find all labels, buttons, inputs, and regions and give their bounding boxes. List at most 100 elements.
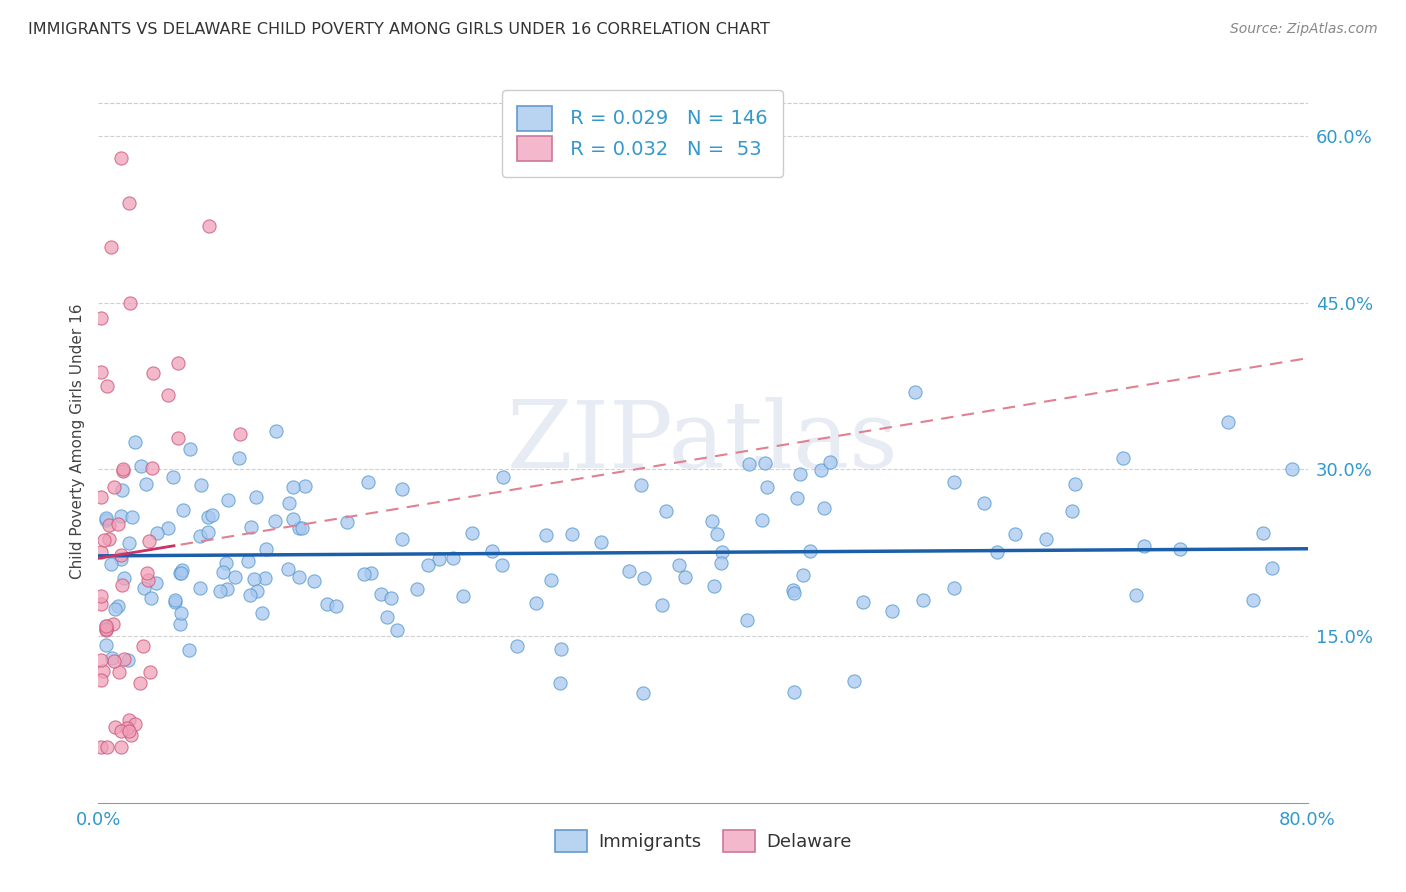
Point xyxy=(101,616,124,631)
Point xyxy=(96,740,118,755)
Point xyxy=(111,462,134,476)
Point xyxy=(277,562,299,576)
Point xyxy=(224,570,246,584)
Point xyxy=(91,664,114,678)
Point xyxy=(110,509,132,524)
Point xyxy=(264,514,287,528)
Point xyxy=(1261,561,1284,575)
Point xyxy=(1004,527,1026,541)
Point xyxy=(782,582,804,597)
Point xyxy=(111,464,134,478)
Point xyxy=(146,525,169,540)
Point xyxy=(100,558,122,572)
Point xyxy=(107,599,129,613)
Point xyxy=(706,527,728,541)
Point xyxy=(942,581,965,595)
Point xyxy=(1281,462,1303,476)
Point xyxy=(217,493,239,508)
Point xyxy=(110,548,132,562)
Point xyxy=(163,592,186,607)
Point xyxy=(197,525,219,540)
Point xyxy=(277,496,299,510)
Point xyxy=(880,604,903,618)
Point xyxy=(789,467,811,481)
Point xyxy=(810,463,832,477)
Point xyxy=(245,490,267,504)
Point xyxy=(441,551,464,566)
Point xyxy=(215,556,238,570)
Point xyxy=(668,558,690,572)
Point xyxy=(391,482,413,496)
Point xyxy=(118,714,141,728)
Point xyxy=(112,571,135,585)
Point xyxy=(110,551,132,566)
Point xyxy=(1168,541,1191,556)
Point xyxy=(912,592,935,607)
Point xyxy=(169,616,191,631)
Point xyxy=(281,480,304,494)
Point xyxy=(710,556,733,570)
Point xyxy=(973,496,995,510)
Point xyxy=(94,622,117,636)
Point xyxy=(100,240,122,254)
Point xyxy=(491,469,513,483)
Point xyxy=(170,606,193,620)
Point xyxy=(142,366,165,380)
Point xyxy=(291,521,314,535)
Point xyxy=(141,461,163,475)
Point xyxy=(111,577,134,591)
Point xyxy=(197,509,219,524)
Point xyxy=(246,584,269,599)
Point xyxy=(239,588,262,602)
Point xyxy=(90,673,112,687)
Point xyxy=(118,296,141,310)
Point xyxy=(1241,593,1264,607)
Point xyxy=(108,665,131,679)
Point xyxy=(243,572,266,586)
Point xyxy=(360,566,382,580)
Point xyxy=(172,502,194,516)
Point xyxy=(110,723,132,738)
Point xyxy=(799,544,821,558)
Point xyxy=(138,665,160,679)
Point xyxy=(703,579,725,593)
Point xyxy=(986,544,1008,558)
Point xyxy=(156,388,179,402)
Point xyxy=(94,511,117,525)
Point xyxy=(813,501,835,516)
Point xyxy=(211,566,233,580)
Point xyxy=(294,479,316,493)
Point xyxy=(90,653,112,667)
Point xyxy=(124,716,146,731)
Point xyxy=(540,574,562,588)
Point xyxy=(111,483,134,497)
Point xyxy=(201,508,224,523)
Point xyxy=(1216,415,1239,429)
Point xyxy=(786,491,808,505)
Point xyxy=(124,435,146,450)
Point xyxy=(115,721,138,735)
Point xyxy=(1062,504,1084,518)
Point xyxy=(132,639,155,653)
Point xyxy=(534,528,557,542)
Point xyxy=(162,469,184,483)
Point xyxy=(385,624,408,638)
Point xyxy=(96,379,118,393)
Point xyxy=(630,477,652,491)
Point xyxy=(131,459,153,474)
Point xyxy=(110,740,132,755)
Point xyxy=(236,554,259,568)
Point xyxy=(460,525,482,540)
Point xyxy=(90,545,112,559)
Point xyxy=(453,589,475,603)
Point xyxy=(711,545,734,559)
Point xyxy=(112,652,135,666)
Point xyxy=(844,673,866,688)
Point xyxy=(550,642,572,657)
Point xyxy=(104,720,127,734)
Point xyxy=(631,686,654,700)
Point xyxy=(188,581,211,595)
Point xyxy=(188,529,211,543)
Point xyxy=(617,565,640,579)
Point xyxy=(190,478,212,492)
